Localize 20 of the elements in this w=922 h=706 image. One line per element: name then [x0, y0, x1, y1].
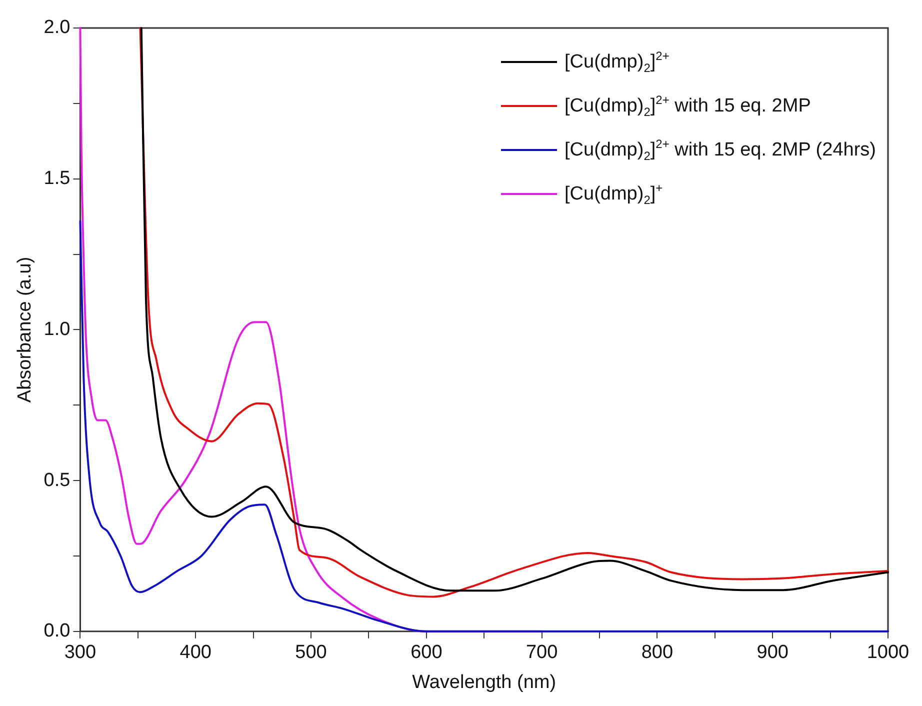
legend-label: [Cu(dmp)$_{2}$]$^{2+}$ with 15 eq. 2MP [564, 92, 811, 122]
x-axis-title: Wavelength (nm) [412, 672, 556, 693]
y-tick-label: 0.5 [44, 470, 70, 491]
x-tick-label: 600 [410, 642, 442, 664]
y-tick-label: 1.0 [44, 318, 70, 340]
x-tick-label: 900 [756, 642, 788, 664]
x-tick-label: 700 [526, 642, 558, 664]
x-tick-label: 800 [641, 642, 674, 664]
y-tick-label: 0.0 [44, 620, 70, 642]
legend-label: [Cu(dmp)$_{2}$]$^{+}$ [564, 180, 663, 210]
line-series [79, 220, 889, 632]
y-axis-title: Absorbance (a.u) [14, 256, 36, 403]
x-tick-label: 400 [180, 642, 212, 664]
x-tick-label: 300 [64, 642, 96, 664]
y-tick-label: 2.0 [44, 17, 70, 38]
y-tick-label: 1.5 [44, 168, 70, 190]
x-tick-label: 500 [295, 642, 327, 664]
x-tick-label: 1000 [866, 642, 910, 664]
legend-label: [Cu(dmp)$_{2}$]$^{2+}$ with 15 eq. 2MP (24hrs) [564, 136, 876, 166]
legend-label: [Cu(dmp)$_{2}$]$^{2+}$ [564, 48, 670, 78]
